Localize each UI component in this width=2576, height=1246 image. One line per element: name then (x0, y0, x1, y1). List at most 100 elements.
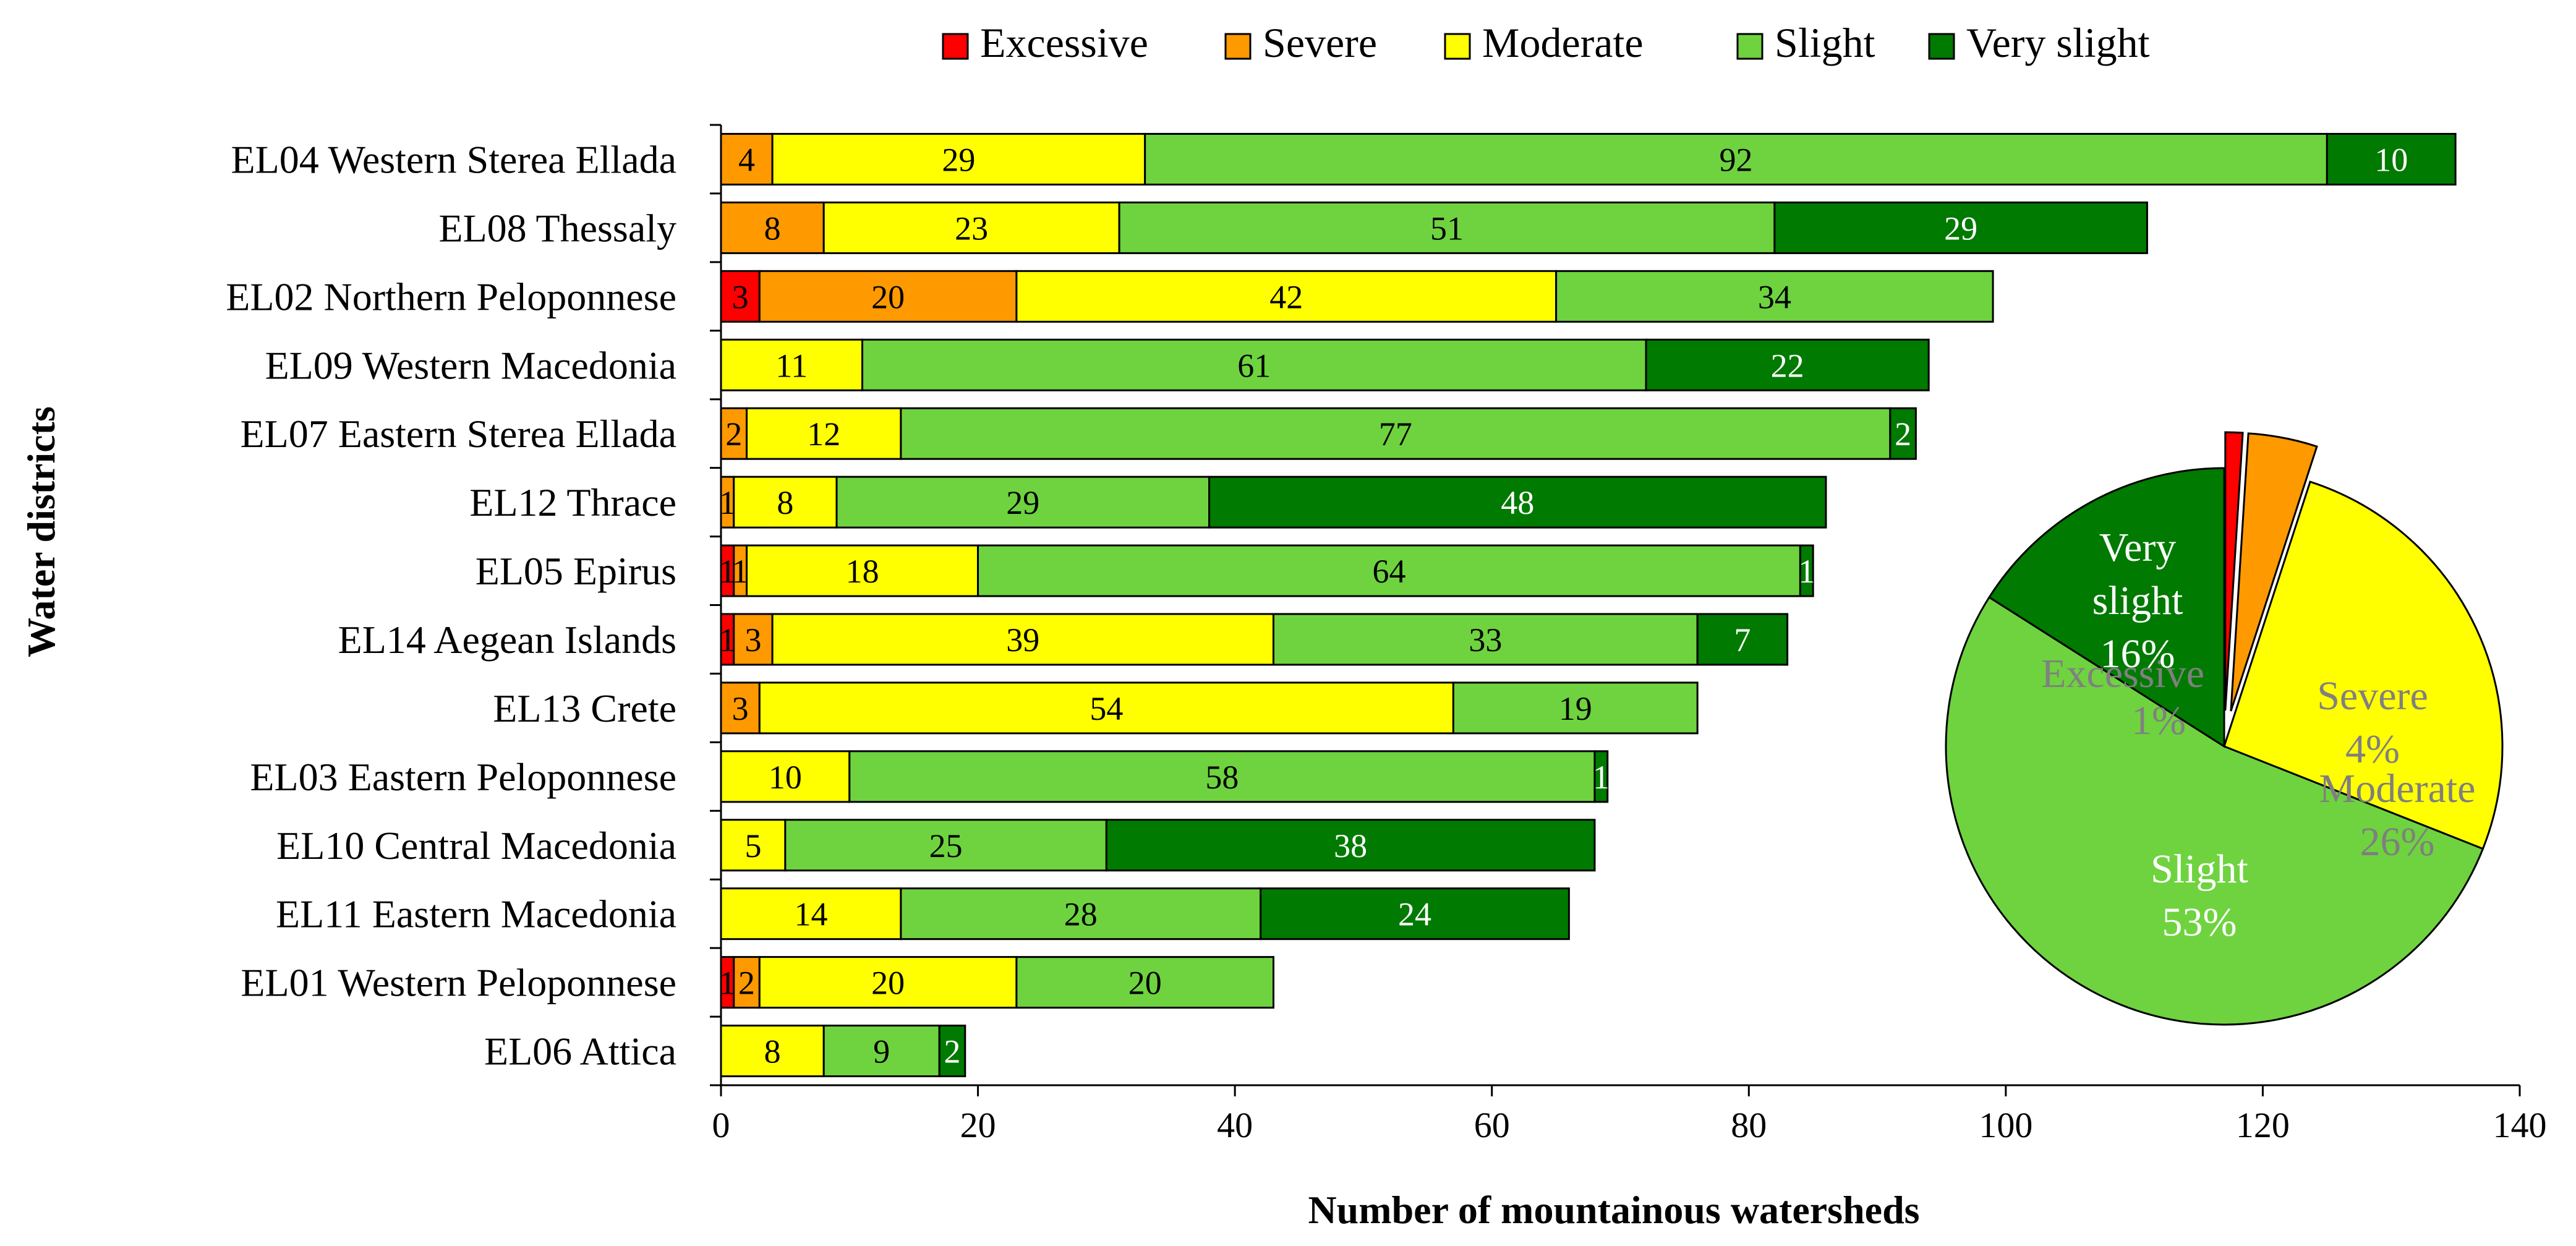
pie-label-percent: 26% (2360, 819, 2435, 864)
bar-segment-slight (1555, 270, 1994, 323)
bar-row-el04-western-sterea-ellada: EL04 Western Sterea Ellada 4 29 92 10 (231, 132, 2457, 186)
data-label: 3 (732, 690, 749, 727)
data-label: 1 (1593, 759, 1610, 796)
bar-segment-moderate (771, 613, 1274, 666)
pie-label-slight: Slight 53% (2151, 847, 2248, 945)
data-label: 8 (764, 1033, 781, 1070)
bar-segment-moderate (720, 819, 787, 872)
category-label: EL06 Attica (484, 1030, 676, 1073)
pie-slice-very-slight (1987, 467, 2225, 748)
data-label: 18 (846, 553, 879, 590)
pie-slice-slight (1945, 595, 2484, 1026)
x-tick-label: 100 (1979, 1105, 2032, 1145)
legend-label: Severe (1263, 19, 1377, 66)
data-label: 4 (738, 141, 755, 178)
bar-row-el09-western-macedonia: EL09 Western Macedonia 11 61 22 (265, 338, 1930, 391)
bar-segment-slight (1015, 956, 1274, 1009)
pie-slice-excessive (2224, 431, 2244, 711)
x-tick-label: 80 (1731, 1105, 1767, 1145)
pie-slice-group-moderate (2223, 480, 2504, 850)
data-label: 2 (1895, 416, 1911, 453)
bar-segment-slight (900, 407, 1891, 460)
bar-segment-moderate (720, 750, 851, 803)
data-label: 42 (1269, 278, 1303, 315)
bar-segment-very-slight (1593, 750, 1609, 803)
category-label: EL11 Eastern Macedonia (276, 892, 676, 936)
data-label: 12 (807, 416, 840, 453)
data-label: 11 (775, 347, 808, 384)
bar-row-el03-eastern-peloponnese: EL03 Eastern Peloponnese 10 58 1 (250, 750, 1610, 803)
bar-segment-very-slight (1260, 887, 1570, 941)
bar-row-el13-crete: EL13 Crete 3 54 19 (493, 681, 1699, 735)
legend-swatch (1928, 33, 1955, 60)
bar-row-el08-thessaly: EL08 Thessaly 8 23 51 29 (438, 201, 2148, 254)
data-label: 61 (1237, 347, 1271, 384)
pie-label-percent: 4% (2345, 727, 2400, 772)
data-label: 77 (1379, 416, 1412, 453)
bar-row-el07-eastern-sterea-ellada: EL07 Eastern Sterea Ellada 2 12 77 2 (241, 407, 1917, 460)
legend-label: Slight (1775, 19, 1875, 66)
data-label: 48 (1501, 484, 1534, 521)
data-label: 20 (1128, 965, 1162, 1002)
pie-slice-group-slight (1945, 595, 2484, 1026)
bar-row-el06-attica: EL06 Attica 8 9 2 (484, 1025, 966, 1078)
data-label: 2 (944, 1033, 961, 1070)
category-label: EL02 Northern Peloponnese (226, 275, 676, 318)
axes: 0 20 40 60 80 100 120 140 (710, 124, 2547, 1145)
legend-label: Very slight (1966, 19, 2150, 66)
bar-row-el11-eastern-macedonia: EL11 Eastern Macedonia 14 28 24 (276, 887, 1570, 941)
pie-label-name: Very (2099, 525, 2177, 570)
bar-segment-moderate (1015, 270, 1558, 323)
bar-segment-moderate (822, 201, 1120, 254)
legend-label: Moderate (1482, 19, 1644, 66)
data-label: 33 (1469, 621, 1502, 659)
category-label: EL14 Aegean Islands (338, 618, 676, 662)
bar-segment-moderate (746, 407, 902, 460)
bar-segment-very-slight (2326, 132, 2457, 186)
bar-segment-slight (1452, 681, 1699, 735)
bar-segment-slight (1144, 132, 2328, 186)
pie-slice-moderate (2223, 480, 2504, 850)
pie-label-percent: 53% (2162, 900, 2237, 945)
bar-row-el12-thrace: EL12 Thrace 1 8 29 48 (469, 476, 1827, 529)
bar-row-el01-western-peloponnese: EL01 Western Peloponnese 1 2 20 20 (241, 956, 1274, 1009)
bar-segment-severe (733, 956, 761, 1009)
bar-segment-very-slight (1208, 476, 1827, 529)
bar-segment-very-slight (1645, 338, 1930, 391)
legend-item-severe: Severe (1224, 19, 1377, 66)
data-label: 92 (1720, 141, 1753, 178)
pie-label-moderate: Moderate 26% (2319, 766, 2476, 864)
category-label: EL08 Thessaly (438, 206, 676, 250)
bar-row-el05-epirus: EL05 Epirus 11 18 64 1 (476, 544, 1815, 597)
legend: Excessive Severe Moderate Slight Very slight (942, 19, 2150, 66)
bar-row-el14-aegean-islands: EL14 Aegean Islands 1 3 39 33 7 (338, 613, 1789, 666)
legend-swatch (1224, 33, 1252, 60)
bar-segment-moderate (720, 887, 902, 941)
bar-segment-moderate (758, 681, 1454, 735)
data-label: 54 (1090, 690, 1123, 727)
data-label: 20 (871, 965, 905, 1002)
x-tick-label: 140 (2493, 1105, 2547, 1145)
category-label: EL04 Western Sterea Ellada (231, 137, 677, 181)
bar-segment-moderate (746, 544, 979, 597)
pie-label-percent: 16% (2100, 631, 2175, 676)
pie-label-name: Severe (2317, 673, 2428, 719)
pie-slice-group-severe (2230, 432, 2318, 712)
pie-slice-group-excessive (2224, 431, 2244, 711)
x-tick-label: 0 (712, 1105, 730, 1145)
x-tick-label: 20 (960, 1105, 996, 1145)
data-label: 3 (732, 278, 749, 315)
data-label: 51 (1430, 210, 1464, 247)
bar-segment-very-slight (1696, 613, 1789, 666)
data-label: 64 (1372, 553, 1405, 590)
bar-segment-slight (1118, 201, 1776, 254)
category-label: EL01 Western Peloponnese (241, 961, 676, 1005)
x-tick-label: 60 (1474, 1105, 1510, 1145)
bar-segment-slight (900, 887, 1262, 941)
bar-segment-very-slight (1799, 544, 1814, 597)
category-label: EL07 Eastern Sterea Ellada (241, 412, 676, 456)
pie-label-name: Excessive (2041, 651, 2204, 696)
bar-segment-very-slight (1105, 819, 1596, 872)
